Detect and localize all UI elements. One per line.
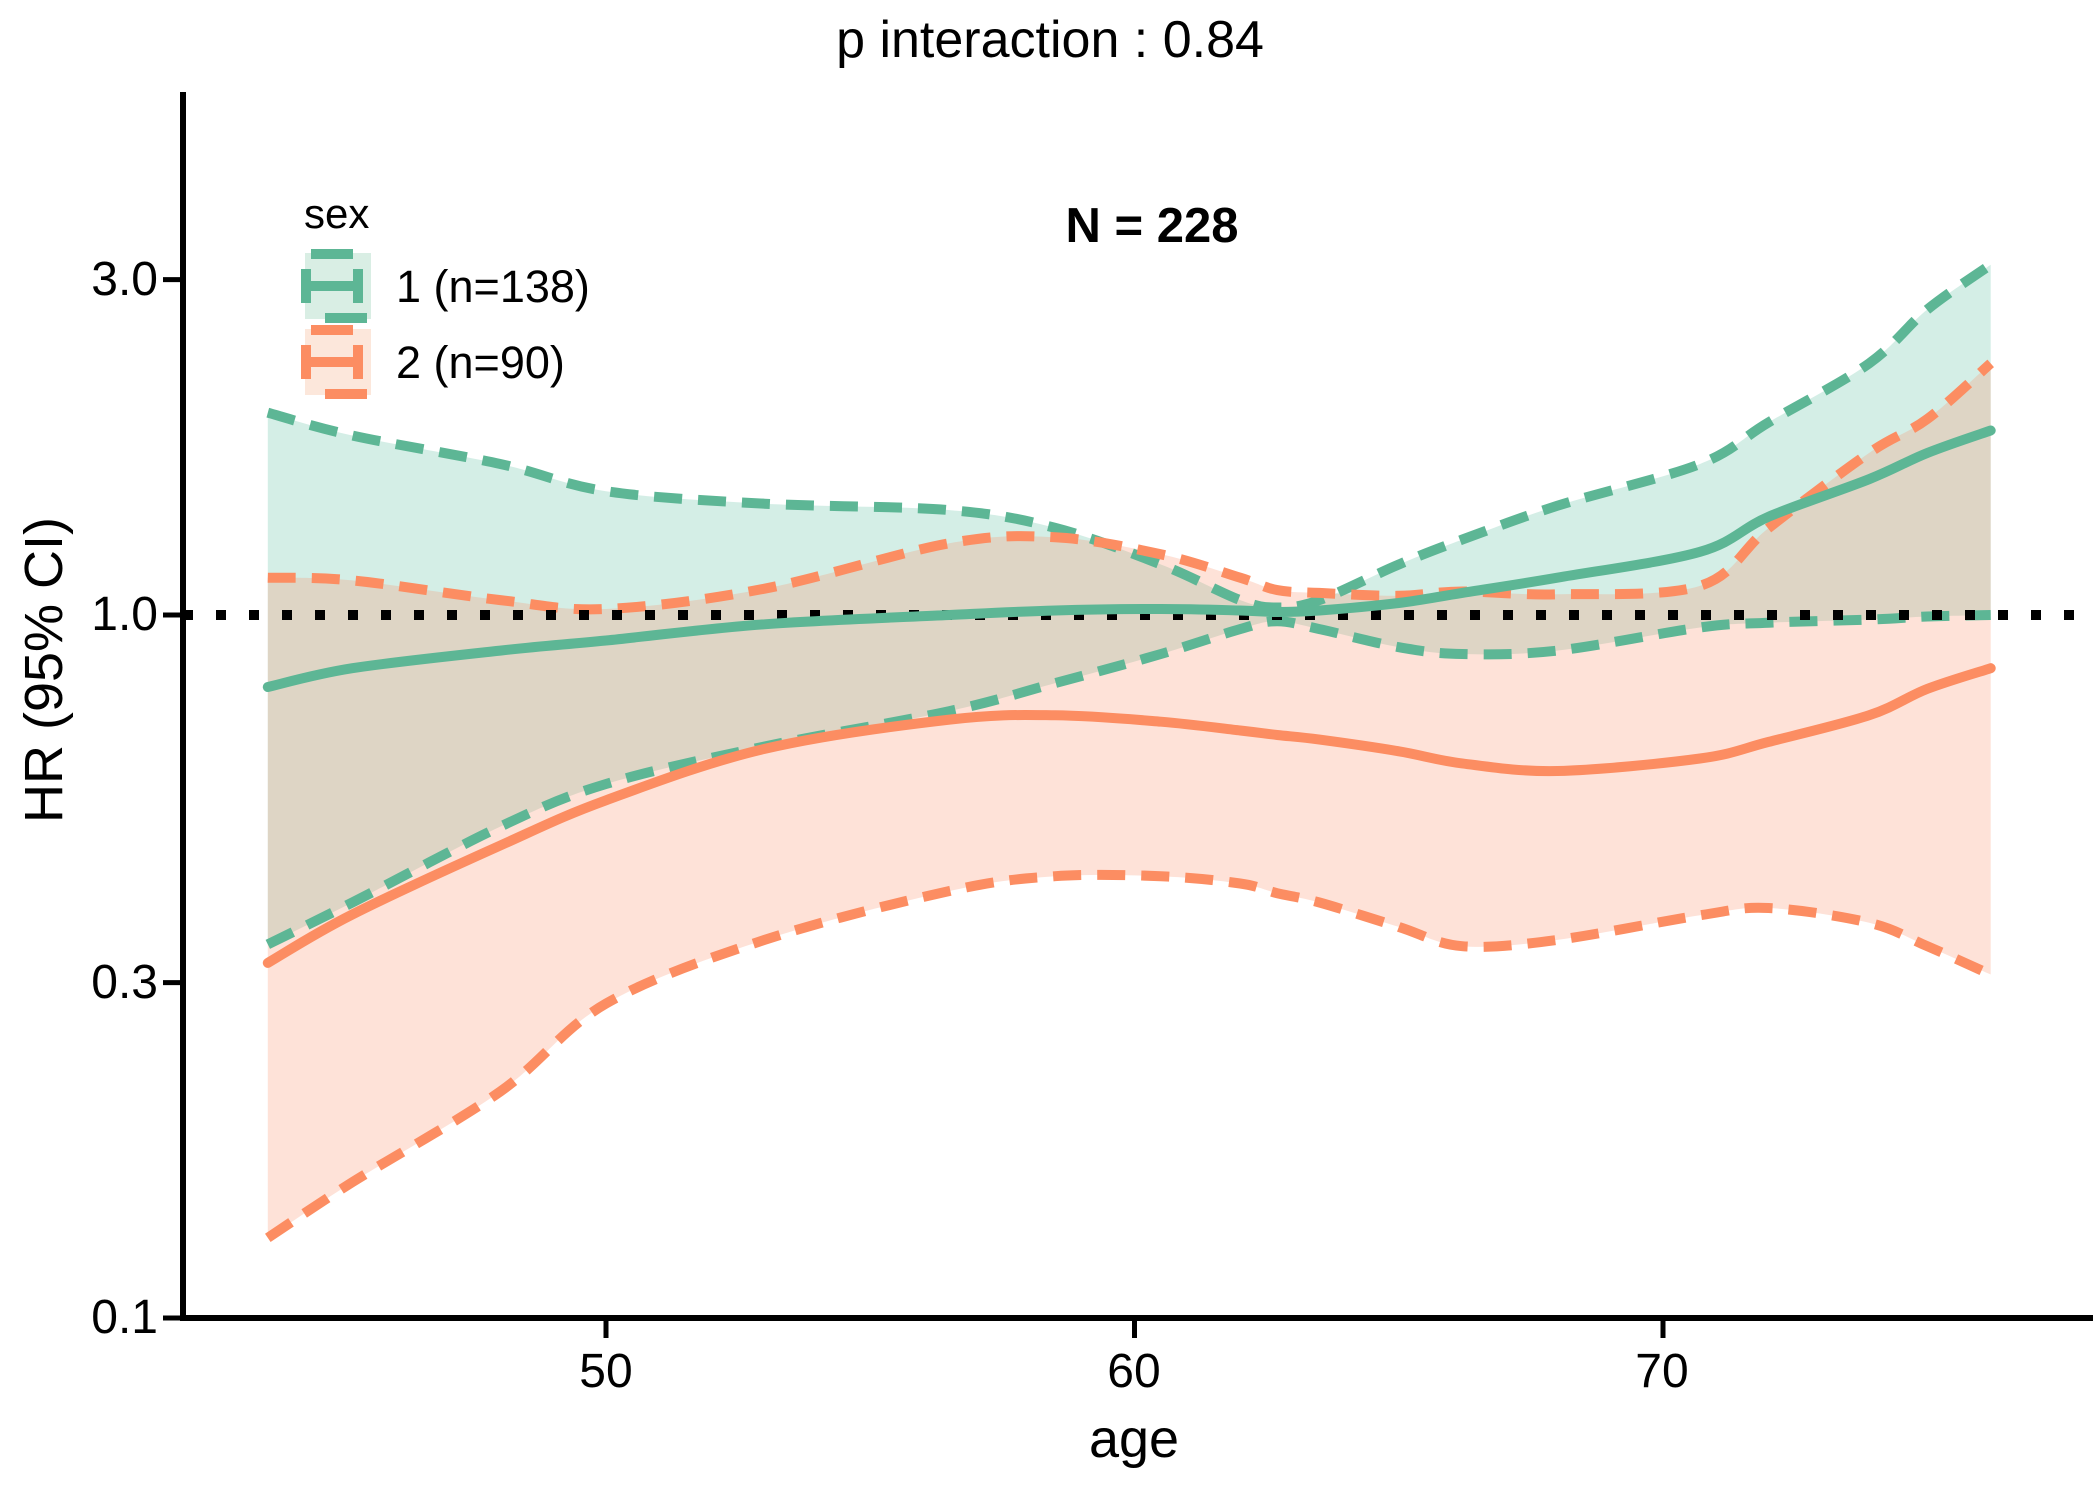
legend-key-line (301, 345, 311, 379)
y-tick-label-3: 3.0 (91, 253, 158, 306)
ci-band-sex-2 (267, 363, 1991, 1238)
legend-title: sex (304, 190, 370, 237)
panel (183, 260, 2093, 1243)
legend-key-line (353, 269, 363, 303)
legend-key-line (311, 249, 353, 259)
ci-lower-dashed-sex-2 (265, 869, 1993, 1243)
fit-line-sex-2 (262, 663, 1996, 968)
y-tick-label-03: 0.3 (91, 956, 158, 1009)
y-axis-label: HR (95% CI) (14, 516, 74, 824)
legend-key-sex2 (301, 325, 371, 399)
legend-key-line (301, 357, 359, 367)
legend-key-line (301, 269, 311, 303)
legend-key-line (325, 389, 367, 399)
ci-upper-dashed-sex-1 (266, 260, 1994, 613)
x-axis-label: age (1088, 1409, 1180, 1469)
legend-key-line (353, 345, 363, 379)
legend-label-sex1: 1 (n=138) (396, 261, 590, 312)
ci-upper-dashed-sex-2 (267, 359, 1994, 615)
legend-key-line (311, 325, 353, 335)
y-tick-label-1: 1.0 (91, 588, 158, 641)
legend-key-line (301, 281, 359, 291)
legend-label-sex2: 2 (n=90) (396, 337, 565, 388)
legend-key-line (325, 313, 367, 323)
x-tick-label-60: 60 (1107, 1345, 1161, 1398)
legend-key-sex1 (301, 249, 371, 323)
plot-title: p interaction : 0.84 (836, 11, 1264, 69)
fit-line-sex-1 (262, 425, 1996, 692)
sample-size-annotation: N = 228 (1065, 199, 1239, 253)
x-tick-label-50: 50 (579, 1345, 633, 1398)
x-tick-label-70: 70 (1635, 1345, 1689, 1398)
ci-lower-dashed-sex-1 (265, 610, 1991, 949)
y-tick-label-01: 0.1 (91, 1291, 158, 1344)
